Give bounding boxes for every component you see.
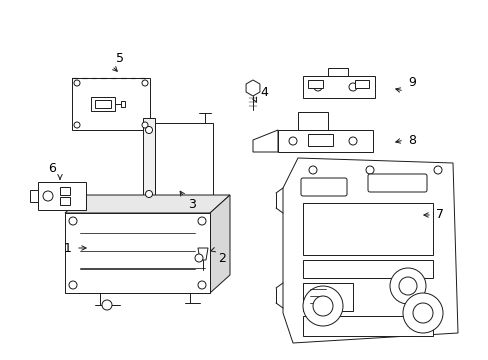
- Bar: [142, 118, 155, 206]
- Text: 5: 5: [116, 51, 124, 64]
- Polygon shape: [252, 130, 278, 152]
- Circle shape: [145, 190, 152, 198]
- Circle shape: [433, 166, 441, 174]
- Bar: [65, 213, 209, 293]
- Bar: [91, 97, 115, 111]
- FancyBboxPatch shape: [367, 174, 426, 192]
- Circle shape: [348, 83, 356, 91]
- Circle shape: [142, 80, 148, 86]
- Circle shape: [348, 137, 356, 145]
- Text: 6: 6: [48, 162, 56, 175]
- Polygon shape: [209, 195, 229, 293]
- Bar: [155, 123, 213, 206]
- Bar: [60, 187, 70, 195]
- Circle shape: [312, 296, 332, 316]
- Circle shape: [142, 122, 148, 128]
- Bar: [307, 134, 332, 146]
- Circle shape: [69, 281, 77, 289]
- Bar: [60, 197, 70, 205]
- Text: 8: 8: [407, 134, 415, 147]
- Bar: [303, 260, 432, 278]
- Circle shape: [402, 293, 442, 333]
- Bar: [327, 68, 347, 76]
- Text: 9: 9: [407, 77, 415, 90]
- Bar: [121, 101, 125, 107]
- Circle shape: [74, 122, 80, 128]
- Circle shape: [195, 254, 203, 262]
- Circle shape: [412, 303, 432, 323]
- Circle shape: [303, 286, 342, 326]
- Polygon shape: [245, 80, 260, 96]
- Bar: [30, 190, 38, 202]
- Polygon shape: [198, 248, 207, 260]
- Bar: [303, 76, 374, 98]
- Text: 2: 2: [218, 252, 225, 265]
- Text: 4: 4: [260, 86, 267, 99]
- Circle shape: [198, 281, 205, 289]
- Circle shape: [43, 191, 53, 201]
- Circle shape: [313, 83, 321, 91]
- Circle shape: [198, 217, 205, 225]
- Bar: [303, 316, 432, 336]
- Circle shape: [365, 166, 373, 174]
- Circle shape: [389, 268, 425, 304]
- Circle shape: [145, 126, 152, 134]
- Bar: [72, 78, 150, 130]
- Circle shape: [102, 300, 112, 310]
- Text: 7: 7: [435, 208, 443, 221]
- Text: 1: 1: [64, 242, 72, 255]
- Circle shape: [318, 137, 326, 145]
- FancyBboxPatch shape: [301, 178, 346, 196]
- Bar: [307, 80, 323, 88]
- Circle shape: [288, 137, 296, 145]
- Polygon shape: [65, 195, 229, 213]
- Bar: [95, 100, 111, 108]
- Bar: [303, 283, 352, 311]
- Bar: [354, 80, 368, 88]
- Circle shape: [398, 277, 416, 295]
- Polygon shape: [283, 158, 457, 343]
- Circle shape: [308, 166, 316, 174]
- Bar: [278, 130, 372, 152]
- Bar: [297, 112, 327, 130]
- Circle shape: [69, 217, 77, 225]
- Bar: [38, 182, 86, 210]
- Bar: [303, 203, 432, 255]
- Circle shape: [74, 80, 80, 86]
- Text: 3: 3: [188, 198, 196, 211]
